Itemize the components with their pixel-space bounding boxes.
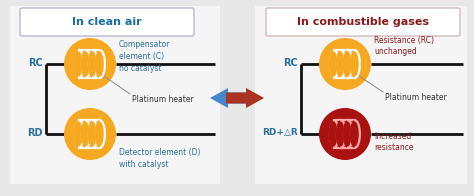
Polygon shape <box>329 121 334 148</box>
Text: RC: RC <box>28 58 43 68</box>
Text: RC: RC <box>283 58 298 68</box>
Polygon shape <box>337 121 341 148</box>
FancyBboxPatch shape <box>255 6 467 184</box>
Text: RD: RD <box>27 128 43 138</box>
Text: In clean air: In clean air <box>72 17 142 27</box>
Text: Detector element (D)
with catalyst: Detector element (D) with catalyst <box>119 148 201 169</box>
Polygon shape <box>82 51 86 78</box>
Polygon shape <box>337 51 341 78</box>
FancyBboxPatch shape <box>20 8 194 36</box>
Polygon shape <box>350 121 355 148</box>
FancyArrow shape <box>210 88 248 108</box>
FancyBboxPatch shape <box>10 6 220 184</box>
Polygon shape <box>95 51 100 78</box>
Text: Resistance (RC)
unchanged: Resistance (RC) unchanged <box>374 36 434 56</box>
Circle shape <box>319 108 371 160</box>
FancyBboxPatch shape <box>266 8 460 36</box>
Polygon shape <box>95 121 100 148</box>
Text: Compensator
element (C)
no catalyst: Compensator element (C) no catalyst <box>119 40 170 73</box>
Polygon shape <box>344 51 348 78</box>
Text: Platinum heater: Platinum heater <box>385 93 447 102</box>
Polygon shape <box>89 121 93 148</box>
Polygon shape <box>74 51 79 78</box>
Polygon shape <box>350 51 355 78</box>
Text: RD+△R: RD+△R <box>262 129 298 138</box>
Text: Increased
resistance: Increased resistance <box>374 132 413 152</box>
Text: In combustible gases: In combustible gases <box>297 17 429 27</box>
Circle shape <box>319 38 371 90</box>
Polygon shape <box>74 121 79 148</box>
Circle shape <box>64 108 116 160</box>
Text: Platinum heater: Platinum heater <box>132 95 194 104</box>
Polygon shape <box>89 51 93 78</box>
Polygon shape <box>82 121 86 148</box>
Polygon shape <box>344 121 348 148</box>
Circle shape <box>64 38 116 90</box>
FancyArrow shape <box>226 88 264 108</box>
Polygon shape <box>329 51 334 78</box>
